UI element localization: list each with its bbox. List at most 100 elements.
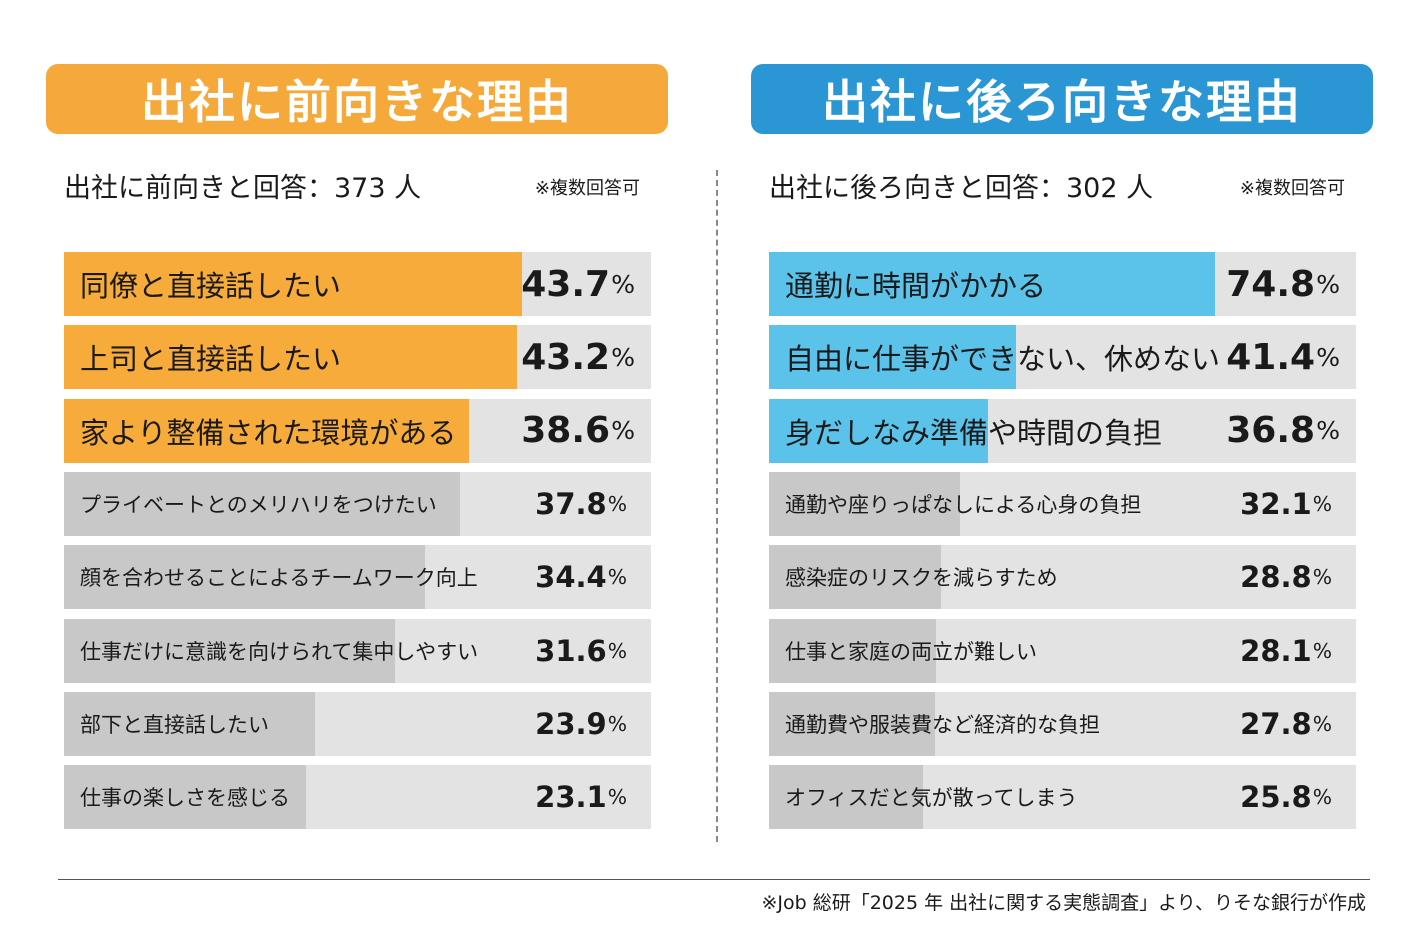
bar — [64, 325, 517, 390]
bar-label: 仕事と家庭の両立が難しい — [785, 639, 1037, 664]
bar-row: 家より整備された環境がある 38.6% — [64, 398, 651, 463]
bar-row: オフィスだと気が散ってしまう 25.8% — [769, 765, 1356, 830]
percent-sign: % — [611, 416, 635, 446]
percent-sign: % — [1312, 711, 1332, 736]
value-label: 36.8% — [1226, 399, 1340, 463]
bar — [769, 471, 961, 536]
percent-sign: % — [1312, 638, 1332, 663]
value-number: 32.1 — [1240, 486, 1312, 521]
value-label: 34.4% — [535, 545, 627, 609]
value-label: 27.8% — [1240, 692, 1332, 756]
value-number: 28.8 — [1240, 560, 1312, 595]
value-number: 23.9 — [535, 706, 607, 741]
value-number: 43.2 — [521, 336, 611, 378]
value-number: 31.6 — [535, 633, 607, 668]
value-label: 43.2% — [521, 325, 635, 389]
value-label: 28.8% — [1240, 545, 1332, 609]
bar — [769, 325, 1016, 390]
multiple-answer-note: ※複数回答可 — [534, 178, 640, 199]
percent-sign: % — [1312, 785, 1332, 810]
bar-row: 自由に仕事ができない、休めない 41.4% — [769, 325, 1356, 390]
bar — [769, 691, 935, 756]
bar-row: 感染症のリスクを減らすため 28.8% — [769, 545, 1356, 610]
bar-row: 通勤に時間がかかる 74.8% — [769, 252, 1356, 316]
value-label: 31.6% — [535, 619, 627, 683]
bar — [64, 765, 307, 830]
bar-label: 上司と直接話したい — [80, 342, 342, 377]
source-note: ※Job 総研「2025 年 出社に関する実態調査」より、りそな銀行が作成 — [761, 892, 1366, 914]
bar-label: 仕事の楽しさを感じる — [80, 786, 290, 811]
value-number: 34.4 — [535, 560, 607, 595]
percent-sign: % — [607, 491, 627, 516]
bar-row: プライベートとのメリハリをつけたい 37.8% — [64, 471, 651, 536]
respondent-count: 出社に前向きと回答：373 人 — [64, 173, 422, 204]
bar — [64, 471, 461, 536]
value-number: 38.6 — [521, 410, 611, 452]
value-label: 41.4% — [1226, 325, 1340, 389]
percent-sign: % — [1312, 565, 1332, 590]
percent-sign: % — [611, 342, 635, 372]
bar-row: 部下と直接話したい 23.9% — [64, 691, 651, 756]
value-label: 38.6% — [521, 399, 635, 463]
footer-rule — [58, 879, 1370, 880]
bar-label: 身だしなみ準備や時間の負担 — [785, 415, 1163, 450]
bar — [64, 398, 469, 463]
respondent-count: 出社に後ろ向きと回答：302 人 — [769, 173, 1154, 204]
bar-label: 仕事だけに意識を向けられて集中しやすい — [80, 639, 479, 664]
percent-sign: % — [1312, 491, 1332, 516]
bar-label: 通勤費や服装費など経済的な負担 — [785, 712, 1100, 737]
value-label: 25.8% — [1240, 765, 1332, 829]
percent-sign: % — [611, 269, 635, 299]
panel-title: 出社に後ろ向きな理由 — [751, 64, 1373, 134]
bar-row: 身だしなみ準備や時間の負担 36.8% — [769, 398, 1356, 463]
bar-row: 仕事だけに意識を向けられて集中しやすい 31.6% — [64, 618, 651, 683]
bar — [769, 618, 937, 683]
bar-label: 通勤や座りっぱなしによる心身の負担 — [785, 492, 1142, 517]
bar — [769, 398, 989, 463]
bar-row: 通勤費や服装費など経済的な負担 27.8% — [769, 691, 1356, 756]
percent-sign: % — [1316, 416, 1340, 446]
bar — [64, 691, 315, 756]
bar-label: 同僚と直接話したい — [80, 269, 342, 303]
bar-label: オフィスだと気が散ってしまう — [785, 786, 1078, 811]
bar-row: 仕事の楽しさを感じる 23.1% — [64, 765, 651, 830]
bar-row: 上司と直接話したい 43.2% — [64, 325, 651, 390]
value-number: 41.4 — [1226, 336, 1316, 378]
panel-title: 出社に前向きな理由 — [46, 64, 668, 134]
negative-reasons-panel: 出社に後ろ向きな理由 出社に後ろ向きと回答：302 人 ※複数回答可 通勤に時間… — [751, 64, 1373, 830]
multiple-answer-note: ※複数回答可 — [1239, 178, 1345, 199]
value-label: 32.1% — [1240, 472, 1332, 536]
percent-sign: % — [607, 565, 627, 590]
value-label: 23.1% — [535, 765, 627, 829]
bar-label: 家より整備された環境がある — [80, 415, 457, 450]
percent-sign: % — [607, 785, 627, 810]
value-number: 28.1 — [1240, 633, 1312, 668]
bar-row: 顔を合わせることによるチームワーク向上 34.4% — [64, 545, 651, 610]
bar — [64, 545, 425, 610]
bar — [769, 252, 1215, 316]
bar — [769, 765, 923, 830]
value-number: 27.8 — [1240, 706, 1312, 741]
bar-label: プライベートとのメリハリをつけたい — [80, 492, 437, 517]
value-number: 43.7 — [521, 263, 611, 305]
value-number: 74.8 — [1226, 263, 1316, 305]
bar-row: 同僚と直接話したい 43.7% — [64, 252, 651, 316]
bar — [64, 252, 523, 316]
bar-label: 部下と直接話したい — [80, 712, 269, 737]
value-label: 43.7% — [521, 252, 635, 316]
value-label: 23.9% — [535, 692, 627, 756]
percent-sign: % — [607, 711, 627, 736]
percent-sign: % — [1316, 269, 1340, 299]
value-label: 37.8% — [535, 472, 627, 536]
bar-label: 自由に仕事ができない、休めない — [785, 342, 1221, 377]
positive-reasons-panel: 出社に前向きな理由 出社に前向きと回答：373 人 ※複数回答可 同僚と直接話し… — [46, 64, 668, 830]
bar-label: 感染症のリスクを減らすため — [785, 566, 1058, 591]
value-label: 28.1% — [1240, 619, 1332, 683]
bar-label: 顔を合わせることによるチームワーク向上 — [80, 566, 478, 591]
value-number: 37.8 — [535, 486, 607, 521]
percent-sign: % — [1316, 342, 1340, 372]
value-number: 36.8 — [1226, 410, 1316, 452]
panel-divider — [716, 170, 718, 842]
value-label: 74.8% — [1226, 252, 1340, 316]
bar-row: 仕事と家庭の両立が難しい 28.1% — [769, 618, 1356, 683]
